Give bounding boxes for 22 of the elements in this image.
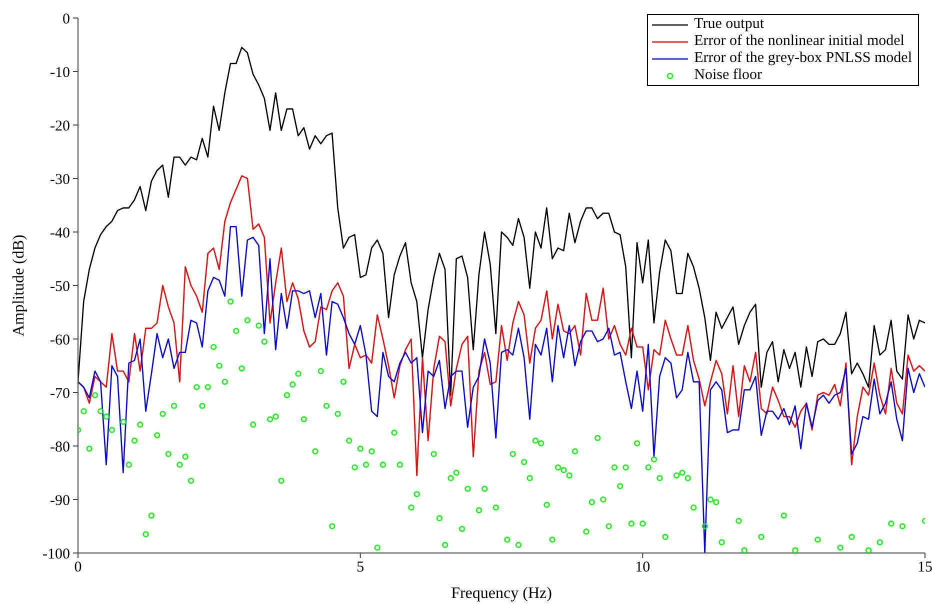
y-tick-label: -10 — [50, 64, 70, 81]
legend-label: Error of the grey-box PNLSS model — [694, 50, 912, 67]
y-tick-label: -80 — [50, 439, 70, 456]
x-axis-title: Frequency (Hz) — [451, 585, 552, 602]
x-tick-label: 5 — [356, 560, 364, 576]
legend-label: Noise floor — [694, 67, 762, 84]
y-tick-label: -50 — [50, 278, 70, 295]
y-tick-label: -40 — [50, 225, 70, 242]
y-tick-label: -30 — [50, 172, 70, 188]
legend-label: Error of the nonlinear initial model — [694, 33, 904, 50]
x-tick-label: 15 — [918, 560, 932, 576]
y-tick-label: -60 — [50, 332, 70, 348]
x-tick-label: 10 — [635, 560, 650, 576]
y-tick-label: -70 — [50, 386, 70, 402]
y-tick-label: -90 — [50, 492, 70, 509]
y-axis-title: Amplitude (dB) — [10, 234, 28, 336]
y-tick-label: 0 — [62, 11, 70, 28]
y-tick-label: -100 — [42, 546, 70, 562]
x-tick-label: 0 — [74, 560, 82, 576]
line-series — [78, 46, 925, 396]
legend-label: True output — [694, 16, 764, 33]
y-tick-label: -20 — [50, 118, 70, 134]
